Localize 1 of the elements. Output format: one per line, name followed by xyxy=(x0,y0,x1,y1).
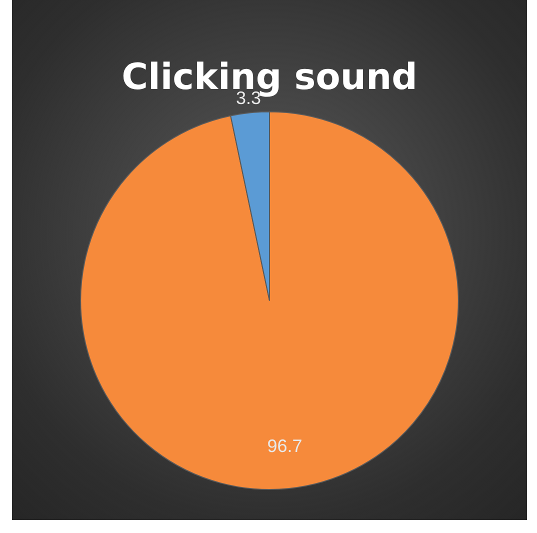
data-label: 96.7 xyxy=(267,436,302,456)
